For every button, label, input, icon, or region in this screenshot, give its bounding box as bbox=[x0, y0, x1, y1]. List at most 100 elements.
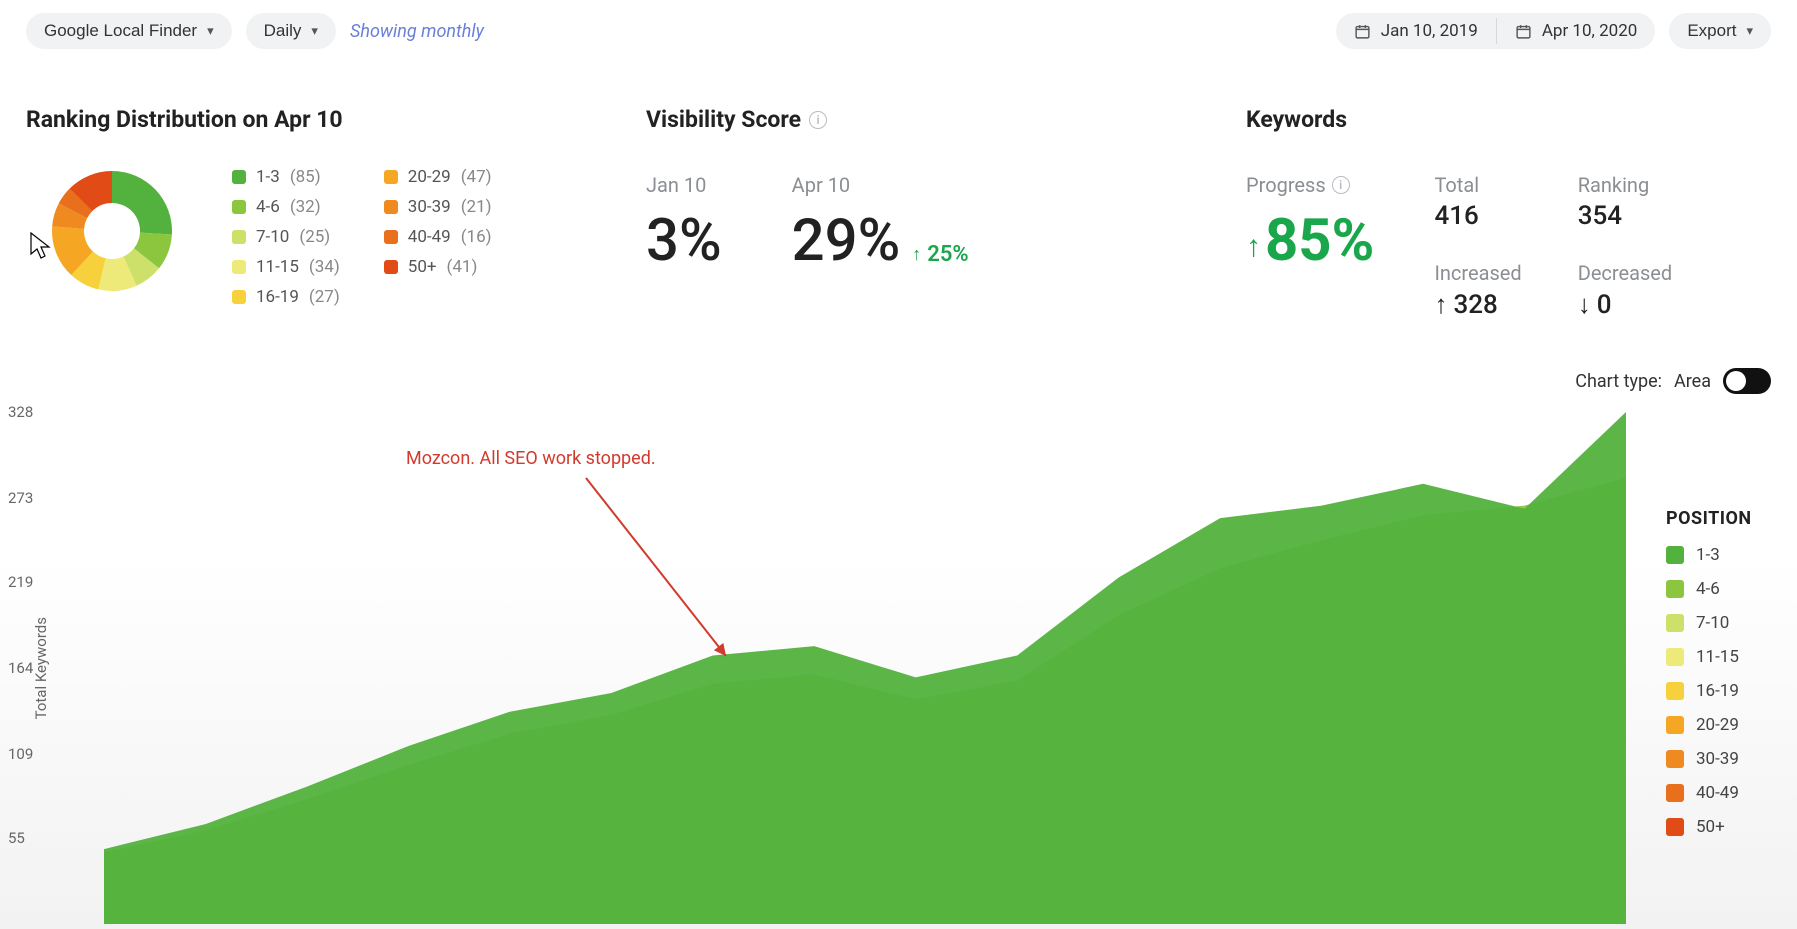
keywords-total-label: Total bbox=[1434, 173, 1521, 197]
visibility-panel: Visibility Score i Jan 10 3% Apr 10 29% … bbox=[646, 106, 1246, 320]
visibility-delta: ↑ 25% bbox=[912, 242, 968, 267]
granularity-dropdown[interactable]: Daily ▾ bbox=[246, 13, 336, 49]
visibility-start-value: 3% bbox=[646, 211, 722, 272]
legend-swatch bbox=[232, 260, 246, 274]
legend-swatch bbox=[1666, 648, 1684, 666]
arrow-up-icon: ↑ bbox=[1246, 231, 1261, 263]
export-label: Export bbox=[1687, 21, 1736, 41]
visibility-end-value: 29% bbox=[792, 211, 901, 272]
chart-legend-item[interactable]: 30-39 bbox=[1666, 749, 1752, 769]
keywords-increased: Increased ↑ 328 bbox=[1434, 261, 1521, 320]
legend-swatch bbox=[384, 170, 398, 184]
calendar-icon bbox=[1515, 23, 1532, 40]
legend-label: 4-6 bbox=[1696, 579, 1720, 599]
legend-label: 16-19 bbox=[256, 287, 299, 307]
chart-annotation: Mozcon. All SEO work stopped. bbox=[406, 448, 656, 469]
legend-label: 11-15 bbox=[256, 257, 299, 277]
legend-label: 16-19 bbox=[1696, 681, 1739, 701]
legend-count: (47) bbox=[461, 167, 492, 187]
legend-swatch bbox=[232, 170, 246, 184]
chart-type-label: Chart type: bbox=[1575, 371, 1662, 392]
legend-label: 4-6 bbox=[256, 197, 280, 217]
keywords-ranking-value: 354 bbox=[1578, 201, 1672, 231]
legend-count: (34) bbox=[309, 257, 340, 277]
legend-item[interactable]: 1-3 (85) bbox=[232, 167, 340, 187]
legend-swatch bbox=[232, 200, 246, 214]
legend-label: 40-49 bbox=[1696, 783, 1739, 803]
legend-count: (27) bbox=[309, 287, 340, 307]
info-icon[interactable]: i bbox=[809, 111, 827, 129]
legend-item[interactable]: 16-19 (27) bbox=[232, 287, 340, 307]
area-chart: Mozcon. All SEO work stopped. 5510916421… bbox=[56, 412, 1626, 924]
legend-label: 1-3 bbox=[256, 167, 280, 187]
chevron-down-icon: ▾ bbox=[311, 23, 318, 39]
legend-item[interactable]: 40-49 (16) bbox=[384, 227, 492, 247]
date-range-picker[interactable]: Jan 10, 2019 Apr 10, 2020 bbox=[1336, 13, 1656, 49]
keywords-decreased-label: Decreased bbox=[1578, 261, 1672, 285]
legend-label: 7-10 bbox=[256, 227, 289, 247]
legend-label: 7-10 bbox=[1696, 613, 1729, 633]
legend-item[interactable]: 7-10 (25) bbox=[232, 227, 340, 247]
legend-swatch bbox=[232, 290, 246, 304]
legend-count: (25) bbox=[299, 227, 330, 247]
ranking-distribution-panel: Ranking Distribution on Apr 10 1-3 (85) 4-… bbox=[26, 106, 646, 320]
visibility-start-label: Jan 10 bbox=[646, 173, 722, 197]
legend-swatch bbox=[1666, 818, 1684, 836]
date-end-label: Apr 10, 2020 bbox=[1542, 21, 1638, 41]
legend-count: (85) bbox=[290, 167, 321, 187]
legend-count: (16) bbox=[461, 227, 492, 247]
chart-type-row: Chart type: Area bbox=[26, 368, 1771, 394]
y-tick: 273 bbox=[8, 489, 33, 507]
chart-type-toggle[interactable] bbox=[1723, 368, 1771, 394]
chart-legend-item[interactable]: 16-19 bbox=[1666, 681, 1752, 701]
legend-label: 30-39 bbox=[1696, 749, 1739, 769]
ranking-distribution-title: Ranking Distribution on Apr 10 bbox=[26, 106, 646, 133]
keywords-panel: Keywords Progress i ↑ 85% Total 416 Rank… bbox=[1246, 106, 1771, 320]
chart-legend-item[interactable]: 50+ bbox=[1666, 817, 1752, 837]
legend-item[interactable]: 20-29 (47) bbox=[384, 167, 492, 187]
keywords-ranking-label: Ranking bbox=[1578, 173, 1672, 197]
area-chart-panel: Total Keywords Mozcon. All SEO work stop… bbox=[26, 412, 1771, 924]
source-dropdown[interactable]: Google Local Finder ▾ bbox=[26, 13, 232, 49]
keywords-total-value: 416 bbox=[1434, 201, 1521, 231]
keywords-increased-label: Increased bbox=[1434, 261, 1521, 285]
y-tick: 328 bbox=[8, 403, 33, 421]
legend-swatch bbox=[384, 260, 398, 274]
chart-legend-title: POSITION bbox=[1666, 508, 1752, 529]
legend-label: 40-49 bbox=[408, 227, 451, 247]
chart-legend-item[interactable]: 4-6 bbox=[1666, 579, 1752, 599]
legend-label: 1-3 bbox=[1696, 545, 1720, 565]
date-end[interactable]: Apr 10, 2020 bbox=[1497, 13, 1656, 49]
chart-legend-item[interactable]: 11-15 bbox=[1666, 647, 1752, 667]
legend-label: 20-29 bbox=[408, 167, 451, 187]
ranking-donut-chart bbox=[48, 167, 176, 295]
legend-swatch bbox=[384, 230, 398, 244]
chart-legend-item[interactable]: 40-49 bbox=[1666, 783, 1752, 803]
legend-item[interactable]: 30-39(21) bbox=[384, 197, 492, 217]
legend-swatch bbox=[1666, 682, 1684, 700]
y-tick: 109 bbox=[8, 745, 33, 763]
y-tick: 219 bbox=[8, 573, 33, 591]
legend-item[interactable]: 11-15 (34) bbox=[232, 257, 340, 277]
legend-count: (32) bbox=[290, 197, 321, 217]
legend-item[interactable]: 50+(41) bbox=[384, 257, 492, 277]
keywords-decreased-value: 0 bbox=[1597, 290, 1612, 320]
legend-swatch bbox=[1666, 716, 1684, 734]
export-button[interactable]: Export ▾ bbox=[1669, 13, 1771, 49]
legend-label: 20-29 bbox=[1696, 715, 1739, 735]
legend-item[interactable]: 4-6 (32) bbox=[232, 197, 340, 217]
info-icon[interactable]: i bbox=[1332, 176, 1350, 194]
legend-swatch bbox=[1666, 750, 1684, 768]
legend-count: (21) bbox=[461, 197, 492, 217]
source-dropdown-label: Google Local Finder bbox=[44, 21, 197, 41]
granularity-dropdown-label: Daily bbox=[264, 21, 302, 41]
date-start[interactable]: Jan 10, 2019 bbox=[1336, 13, 1496, 49]
date-start-label: Jan 10, 2019 bbox=[1381, 21, 1478, 41]
keywords-progress-value: 85% bbox=[1265, 211, 1374, 272]
visibility-title: Visibility Score bbox=[646, 106, 801, 133]
chart-legend-item[interactable]: 20-29 bbox=[1666, 715, 1752, 735]
chart-legend-item[interactable]: 1-3 bbox=[1666, 545, 1752, 565]
legend-label: 50+ bbox=[1696, 817, 1725, 837]
legend-label: 11-15 bbox=[1696, 647, 1739, 667]
chart-legend-item[interactable]: 7-10 bbox=[1666, 613, 1752, 633]
